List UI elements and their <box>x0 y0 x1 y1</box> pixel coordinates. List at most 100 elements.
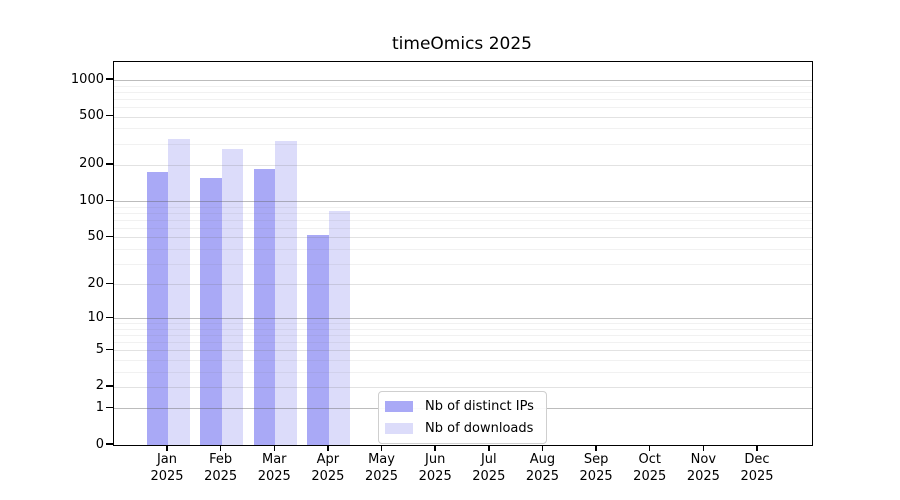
y-tick-label-200: 200 <box>79 156 104 172</box>
y-tick-label-50: 50 <box>87 228 104 244</box>
bar-nb-of-distinct-ips-apr <box>307 235 329 445</box>
x-tick-label-oct: Oct 2025 <box>610 452 690 485</box>
x-tick-mark-jul <box>488 445 490 451</box>
legend-label: Nb of distinct IPs <box>425 399 534 414</box>
x-tick-mark-jun <box>434 445 436 451</box>
y-tick-label-1: 1 <box>95 399 104 415</box>
gridline-70 <box>114 219 812 221</box>
gridline-1000 <box>114 80 812 82</box>
gridline-90 <box>114 206 812 208</box>
x-label-month: Jun <box>425 452 446 467</box>
bar-nb-of-distinct-ips-mar <box>253 168 276 445</box>
legend-label: Nb of downloads <box>425 421 534 436</box>
x-tick-label-dec: Dec 2025 <box>717 452 797 485</box>
gridline-60 <box>114 227 812 229</box>
bar-nb-of-downloads-jan <box>168 138 190 445</box>
y-tick-label-100: 100 <box>79 192 104 208</box>
bar-nb-of-downloads-mar <box>275 140 297 445</box>
y-tick-label-5: 5 <box>95 341 104 357</box>
y-tick-label-0: 0 <box>95 436 104 452</box>
gridline-20 <box>114 284 812 286</box>
y-tick-label-500: 500 <box>79 108 104 124</box>
x-label-year: 2025 <box>472 468 506 484</box>
x-label-month: Apr <box>316 452 340 467</box>
y-tick-mark-1000 <box>106 78 113 80</box>
gridline-300 <box>114 143 812 145</box>
y-tick-label-2: 2 <box>95 378 104 394</box>
y-tick-mark-500 <box>106 114 113 117</box>
x-tick-label-mar: Mar 2025 <box>234 452 314 485</box>
x-label-month: Nov <box>690 452 717 467</box>
x-label-year: 2025 <box>204 468 238 484</box>
x-tick-label-apr: Apr 2025 <box>288 452 368 485</box>
y-tick-mark-100 <box>106 199 113 201</box>
x-tick-label-nov: Nov 2025 <box>663 452 743 485</box>
gridline-600 <box>114 107 812 109</box>
y-tick-mark-2 <box>106 385 113 387</box>
legend-swatch-nb-of-downloads <box>385 423 413 434</box>
x-tick-mark-sep <box>595 445 597 451</box>
bar-nb-of-downloads-apr <box>328 210 351 445</box>
gridline-500 <box>114 116 812 118</box>
gridlines-layer <box>114 62 812 445</box>
gridline-9 <box>114 323 812 325</box>
x-label-month: Aug <box>529 452 556 467</box>
x-tick-mark-may <box>380 445 383 451</box>
gridline-900 <box>114 85 812 87</box>
x-label-month: Dec <box>744 452 770 467</box>
x-label-month: Jul <box>480 452 497 467</box>
legend: Nb of distinct IPs Nb of downloads <box>378 391 547 444</box>
legend-item-nb-of-downloads: Nb of downloads <box>385 420 534 437</box>
bars-layer <box>114 62 812 445</box>
bar-nb-of-distinct-ips-feb <box>200 177 222 445</box>
gridline-800 <box>114 91 812 93</box>
legend-item-nb-of-distinct-ips: Nb of distinct IPs <box>385 398 534 415</box>
y-tick-mark-50 <box>106 235 113 238</box>
chart-title: timeOmics 2025 <box>392 34 532 54</box>
x-label-month: May <box>368 452 395 467</box>
x-tick-label-aug: Aug 2025 <box>502 452 582 485</box>
x-label-year: 2025 <box>311 468 345 484</box>
gridline-40 <box>114 248 812 250</box>
x-tick-label-feb: Feb 2025 <box>181 452 261 485</box>
gridline-5 <box>114 350 812 352</box>
y-tick-mark-200 <box>106 163 113 165</box>
gridline-400 <box>114 128 812 130</box>
y-tick-label-1000: 1000 <box>70 71 104 87</box>
x-label-year: 2025 <box>418 468 452 484</box>
x-tick-mark-dec <box>756 445 758 451</box>
x-label-year: 2025 <box>257 468 291 484</box>
y-tick-label-20: 20 <box>87 275 104 291</box>
x-label-month: Mar <box>262 452 287 467</box>
x-label-year: 2025 <box>633 468 667 484</box>
gridline-80 <box>114 212 812 214</box>
x-tick-mark-nov <box>702 445 705 451</box>
x-tick-mark-oct <box>649 445 651 451</box>
x-tick-label-may: May 2025 <box>342 452 422 485</box>
x-label-year: 2025 <box>364 468 399 484</box>
y-tick-mark-1 <box>106 406 113 409</box>
gridline-50 <box>114 237 812 239</box>
plot-area: Nb of distinct IPs Nb of downloads <box>113 61 813 446</box>
x-label-year: 2025 <box>740 468 774 484</box>
gridline-3 <box>114 371 812 373</box>
y-tick-mark-5 <box>106 348 113 351</box>
x-label-year: 2025 <box>686 468 720 484</box>
x-tick-label-sep: Sep 2025 <box>556 452 636 485</box>
y-tick-label-10: 10 <box>87 309 104 325</box>
x-tick-label-jul: Jul 2025 <box>449 452 529 485</box>
gridline-700 <box>114 98 812 100</box>
x-label-month: Sep <box>583 452 609 467</box>
x-label-month: Feb <box>209 452 233 467</box>
gridline-30 <box>114 263 812 265</box>
x-tick-mark-aug <box>541 445 544 451</box>
gridline-100 <box>114 201 812 203</box>
gridline-4 <box>114 360 812 361</box>
x-tick-label-jun: Jun 2025 <box>395 452 475 485</box>
gridline-10 <box>114 318 812 320</box>
legend-swatch-nb-of-distinct-ips <box>385 401 413 412</box>
x-tick-label-jan: Jan 2025 <box>127 452 207 485</box>
